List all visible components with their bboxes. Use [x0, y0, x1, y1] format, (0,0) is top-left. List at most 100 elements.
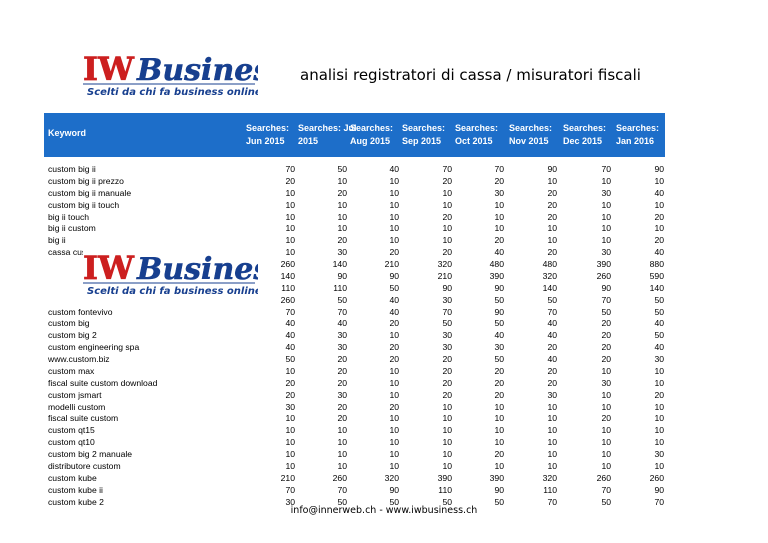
searches-cell: 10: [547, 175, 557, 186]
searches-cell: 40: [494, 330, 504, 341]
table-row: custom jsmart 20 30 10 20 20 30 10 20: [0, 390, 768, 402]
column-header-line2: Oct 2015: [455, 136, 493, 146]
searches-cell: 20: [389, 401, 399, 412]
searches-cell: 10: [337, 437, 347, 448]
searches-cell: 50: [442, 496, 452, 507]
searches-cell: 30: [547, 389, 557, 400]
searches-cell: 20: [654, 211, 664, 222]
searches-cell: 40: [654, 342, 664, 353]
searches-cell: 10: [285, 235, 295, 246]
keyword-cell: cassa custom: [48, 247, 101, 258]
searches-cell: 20: [389, 354, 399, 364]
keyword-cell: custom big 2: [48, 330, 97, 341]
table-row: custom max 10 20 10 20 20 20 10 10: [0, 366, 768, 378]
column-header-8: Searches: Jan 2016: [616, 122, 659, 148]
searches-cell: 10: [494, 437, 504, 448]
searches-cell: 10: [601, 223, 611, 234]
searches-cell: 10: [654, 365, 664, 376]
searches-cell: 70: [601, 164, 611, 174]
searches-cell: 10: [547, 437, 557, 448]
searches-cell: 20: [494, 377, 504, 388]
searches-cell: 10: [442, 235, 452, 246]
searches-cell: 20: [601, 330, 611, 341]
column-header-line2: Dec 2015: [563, 136, 603, 146]
searches-cell: 10: [601, 449, 611, 459]
searches-cell: 40: [547, 354, 557, 364]
keyword-cell: custom big ii prezzo: [48, 175, 124, 186]
searches-cell: 110: [543, 484, 557, 495]
searches-cell: 10: [547, 235, 557, 246]
searches-cell: 40: [547, 330, 557, 341]
searches-cell: 70: [601, 294, 611, 305]
table-row: modelli custom 30 20 20 10 10 10 10 10: [0, 402, 768, 414]
searches-cell: 30: [337, 342, 347, 353]
searches-cell: 30: [337, 247, 347, 258]
searches-cell: 10: [654, 413, 664, 424]
searches-cell: 20: [285, 389, 295, 400]
searches-cell: 20: [494, 235, 504, 246]
column-header-line2: 2015: [298, 136, 319, 146]
searches-cell: 50: [337, 496, 347, 507]
searches-cell: 10: [494, 223, 504, 234]
searches-cell: 50: [337, 164, 347, 174]
searches-cell: 10: [389, 175, 399, 186]
table-row: custom qt15 10 10 10 10 10 10 10 10: [0, 425, 768, 437]
keyword-cell: big ii: [48, 235, 66, 246]
searches-cell: 10: [285, 460, 295, 471]
column-header-line1: Searches:: [509, 123, 553, 133]
searches-cell: 20: [547, 377, 557, 388]
searches-cell: 10: [337, 175, 347, 186]
table-row: 260 50 40 30 50 50 70 50: [0, 295, 768, 307]
searches-cell: 10: [494, 401, 504, 412]
searches-cell: 50: [494, 294, 504, 305]
searches-cell: 140: [280, 270, 295, 281]
searches-cell: 390: [489, 270, 504, 281]
searches-cell: 10: [601, 365, 611, 376]
searches-cell: 10: [654, 175, 664, 186]
searches-cell: 70: [285, 306, 295, 317]
searches-cell: 30: [601, 377, 611, 388]
searches-cell: 20: [654, 389, 664, 400]
table-header-band: [44, 113, 665, 157]
searches-cell: 90: [442, 282, 452, 293]
searches-cell: 40: [285, 318, 295, 329]
searches-cell: 10: [442, 425, 452, 436]
table-row: custom qt10 10 10 10 10 10 10 10 10: [0, 437, 768, 449]
column-header-line1: Searches:: [455, 123, 499, 133]
table-row: custom big 2 40 30 10 30 40 40 20 50: [0, 330, 768, 342]
column-header-line1: Searches:: [246, 123, 290, 133]
searches-cell: 390: [437, 472, 452, 483]
table-row: custom big ii 70 50 40 70 70 90 70 90: [0, 164, 768, 176]
keyword-cell: modelli custom: [48, 401, 106, 412]
keyword-cell: custom big ii: [48, 164, 96, 174]
searches-cell: 40: [494, 247, 504, 258]
svg-text:Business: Business: [136, 53, 258, 88]
searches-cell: 90: [494, 306, 504, 317]
svg-text:Scelti da chi fa business onli: Scelti da chi fa business online: [87, 286, 258, 297]
searches-cell: 90: [654, 484, 664, 495]
searches-cell: 10: [389, 449, 399, 459]
table-row: big ii custom 10 10 10 10 10 10 10 10: [0, 223, 768, 235]
searches-cell: 70: [547, 496, 557, 507]
keyword-cell: custom big ii touch: [48, 199, 120, 210]
searches-cell: 30: [654, 449, 664, 459]
searches-cell: 30: [601, 187, 611, 198]
document-title: analisi registratori di cassa / misurato…: [300, 66, 641, 84]
searches-cell: 30: [494, 342, 504, 353]
column-header-3: Searches: Aug 2015: [350, 122, 393, 148]
column-header-line2: Jan 2016: [616, 136, 655, 146]
searches-cell: 50: [442, 318, 452, 329]
searches-cell: 90: [389, 270, 399, 281]
searches-cell: 10: [494, 425, 504, 436]
table-row: custom big ii prezzo 20 10 10 20 20 10 10 10: [0, 176, 768, 188]
searches-cell: 10: [601, 460, 611, 471]
searches-cell: 70: [601, 484, 611, 495]
searches-cell: 50: [601, 306, 611, 317]
searches-cell: 10: [285, 413, 295, 424]
searches-cell: 30: [285, 496, 295, 507]
table-row: www.custom.biz 50 20 20 20 50 40 20 30: [0, 354, 768, 366]
keyword-cell: custom fontevivo: [48, 306, 113, 317]
footer-contact: info@innerweb.ch - www.iwbusiness.ch: [290, 505, 478, 516]
searches-cell: 210: [280, 472, 295, 483]
keyword-cell: custom qt10: [48, 437, 95, 448]
